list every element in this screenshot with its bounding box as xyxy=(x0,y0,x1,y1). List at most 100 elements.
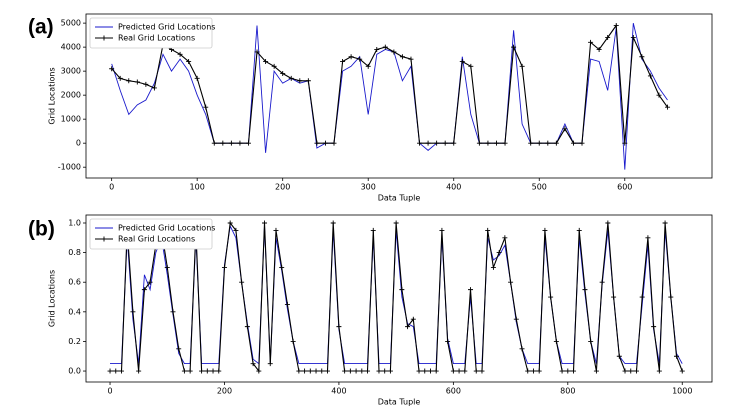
point-marker xyxy=(662,220,668,226)
point-marker xyxy=(622,140,628,146)
x-axis-label: Data Tuple xyxy=(378,398,421,407)
point-marker xyxy=(519,346,525,352)
point-marker xyxy=(387,368,393,374)
point-marker xyxy=(545,140,551,146)
point-marker xyxy=(284,301,290,307)
x-tick-label: 0 xyxy=(107,387,112,396)
point-marker xyxy=(502,140,508,146)
point-marker xyxy=(562,126,568,132)
point-marker xyxy=(113,368,119,374)
point-marker xyxy=(181,368,187,374)
point-marker xyxy=(342,368,348,374)
y-axis-label: Grid Locations xyxy=(48,270,57,327)
point-marker xyxy=(427,368,433,374)
point-marker xyxy=(476,140,482,146)
point-marker xyxy=(445,338,451,344)
point-marker xyxy=(164,264,170,270)
point-marker xyxy=(273,227,279,233)
point-marker xyxy=(559,368,565,374)
point-marker xyxy=(324,368,330,374)
point-marker xyxy=(459,59,465,65)
point-marker xyxy=(553,338,559,344)
point-marker xyxy=(410,316,416,322)
point-marker xyxy=(647,73,653,79)
point-marker xyxy=(118,368,124,374)
point-marker xyxy=(250,361,256,367)
panel-label: (a) xyxy=(28,16,54,39)
point-marker xyxy=(176,346,182,352)
point-marker xyxy=(408,56,414,62)
point-marker xyxy=(239,279,245,285)
point-marker xyxy=(365,63,371,69)
point-marker xyxy=(290,338,296,344)
point-marker xyxy=(536,368,542,374)
point-marker xyxy=(307,368,313,374)
y-tick-label: 0.8 xyxy=(68,248,81,257)
legend-label: Real Grid Locations xyxy=(118,34,195,43)
point-marker xyxy=(579,140,585,146)
point-marker xyxy=(588,39,594,45)
y-tick-label: 3000 xyxy=(61,67,81,76)
point-marker xyxy=(199,368,205,374)
point-marker xyxy=(434,140,440,146)
x-tick-label: 100 xyxy=(190,183,205,192)
point-marker xyxy=(425,140,431,146)
x-tick-label: 400 xyxy=(446,183,461,192)
point-marker xyxy=(651,324,657,330)
x-axis-label: Data Tuple xyxy=(378,194,421,203)
plot-area xyxy=(109,22,671,170)
point-marker xyxy=(645,235,651,241)
point-marker xyxy=(433,368,439,374)
y-tick-label: 0.6 xyxy=(68,278,81,287)
point-marker xyxy=(605,35,611,41)
x-tick-label: 500 xyxy=(532,183,547,192)
point-marker xyxy=(340,59,346,65)
point-marker xyxy=(244,324,250,330)
point-marker xyxy=(542,227,548,233)
point-marker xyxy=(405,324,411,330)
point-marker xyxy=(674,353,680,359)
point-marker xyxy=(508,279,514,285)
point-marker xyxy=(151,85,157,91)
point-marker xyxy=(331,140,337,146)
point-marker xyxy=(496,250,502,256)
point-marker xyxy=(267,361,273,367)
point-marker xyxy=(391,49,397,55)
point-marker xyxy=(279,264,285,270)
y-tick-label: 1000 xyxy=(61,115,81,124)
point-marker xyxy=(237,140,243,146)
point-marker xyxy=(576,227,582,233)
point-marker xyxy=(519,63,525,69)
point-marker xyxy=(611,294,617,300)
point-marker xyxy=(399,54,405,60)
point-marker xyxy=(117,75,123,81)
point-marker xyxy=(382,44,388,50)
point-marker xyxy=(679,368,685,374)
point-marker xyxy=(319,368,325,374)
axes-frame xyxy=(85,13,713,179)
point-marker xyxy=(605,220,611,226)
point-marker xyxy=(571,368,577,374)
point-marker xyxy=(136,368,142,374)
point-marker xyxy=(416,368,422,374)
point-marker xyxy=(365,368,371,374)
y-tick-label: 5000 xyxy=(61,19,81,28)
point-marker xyxy=(203,104,209,110)
point-marker xyxy=(451,140,457,146)
point-marker xyxy=(439,227,445,233)
point-marker xyxy=(565,368,571,374)
point-marker xyxy=(468,63,474,69)
y-tick-label: 1.0 xyxy=(68,218,81,227)
point-marker xyxy=(141,287,147,293)
point-marker xyxy=(194,75,200,81)
point-marker xyxy=(553,140,559,146)
point-marker xyxy=(468,287,474,293)
point-marker xyxy=(347,368,353,374)
point-marker xyxy=(485,227,491,233)
point-marker xyxy=(262,220,268,226)
point-marker xyxy=(216,368,222,374)
y-tick-label: 2000 xyxy=(61,91,81,100)
point-marker xyxy=(639,54,645,60)
point-marker xyxy=(493,140,499,146)
